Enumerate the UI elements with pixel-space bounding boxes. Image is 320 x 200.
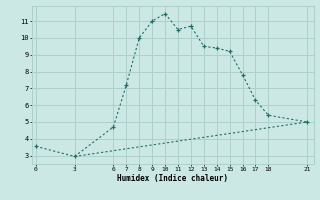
X-axis label: Humidex (Indice chaleur): Humidex (Indice chaleur) [117, 174, 228, 183]
